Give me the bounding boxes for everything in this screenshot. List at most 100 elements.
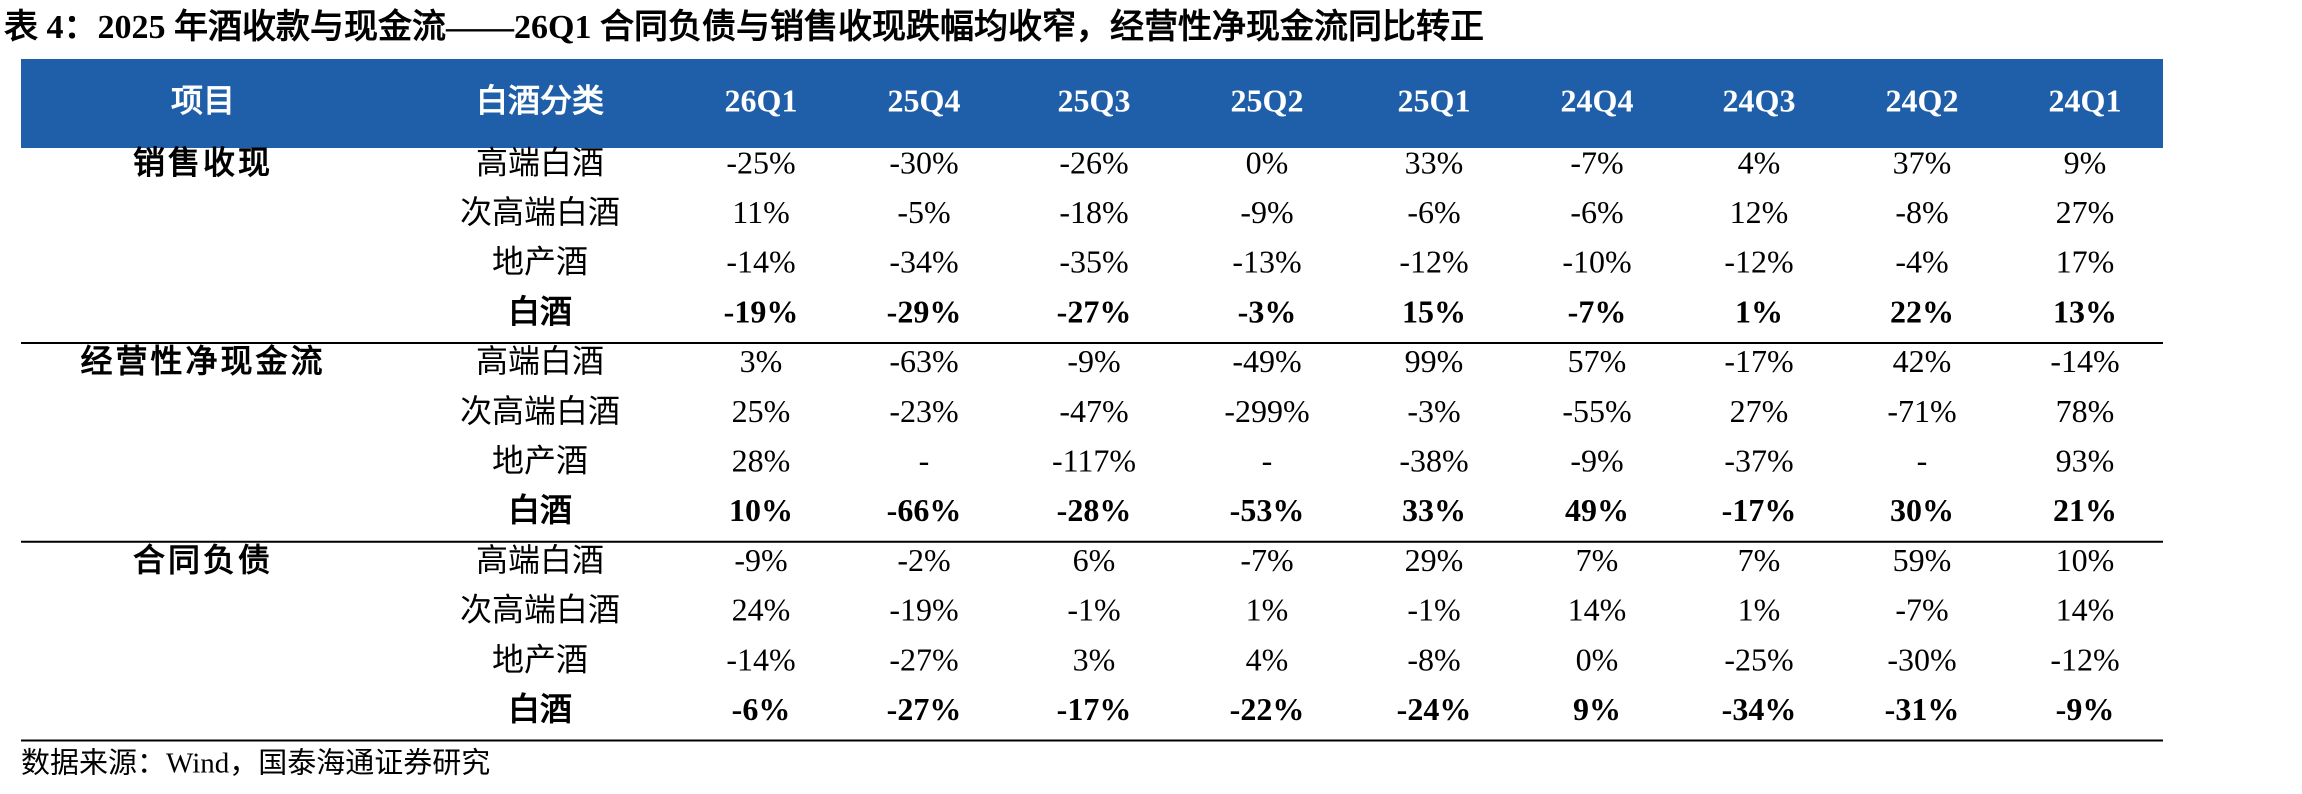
cell-value: 57% [1568, 343, 1627, 379]
cell-value: 37% [1893, 144, 1952, 180]
cell-value: 22% [1890, 293, 1954, 329]
column-header: 25Q4 [888, 82, 961, 118]
cell-value: -7% [1895, 592, 1948, 628]
cell-value: -27% [887, 691, 962, 727]
row-category: 次高端白酒 [460, 592, 620, 628]
cell-value: -17% [1724, 343, 1793, 379]
cell-value: -31% [1885, 691, 1960, 727]
cell-value: 3% [740, 343, 783, 379]
column-header: 26Q1 [725, 82, 798, 118]
cell-value: - [919, 443, 930, 479]
cell-value: -12% [1724, 244, 1793, 280]
cell-value: 1% [1735, 293, 1783, 329]
cell-value: -47% [1059, 393, 1128, 429]
cell-value: 21% [2053, 492, 2117, 528]
cell-value: -8% [1407, 641, 1460, 677]
cell-value: 27% [2056, 194, 2115, 230]
cell-value: -12% [2050, 641, 2119, 677]
cell-value: -22% [1230, 691, 1305, 727]
cell-value: -34% [1722, 691, 1797, 727]
cell-value: 11% [732, 194, 789, 230]
cell-value: 59% [1893, 542, 1952, 578]
column-header: 25Q2 [1231, 82, 1304, 118]
column-header: 项目 [171, 82, 235, 118]
cell-value: 27% [1730, 393, 1789, 429]
cell-value: -1% [1067, 592, 1120, 628]
cell-value: 14% [2056, 592, 2115, 628]
title: 表 4：2025 年酒收款与现金流——26Q1 合同负债与销售收现跌幅均收窄，经… [4, 7, 1484, 46]
cell-value: -17% [1057, 691, 1132, 727]
header-band [21, 59, 2163, 148]
cell-value: 0% [1246, 144, 1289, 180]
cell-value: 33% [1405, 144, 1464, 180]
cell-value: -63% [889, 343, 958, 379]
cell-value: -53% [1230, 492, 1305, 528]
cell-value: 9% [2064, 144, 2107, 180]
column-header: 白酒分类 [476, 82, 604, 118]
cell-value: 4% [1246, 641, 1289, 677]
source: 数据来源：Wind，国泰海通证券研究 [21, 747, 490, 780]
cell-value: 0% [1576, 641, 1619, 677]
cell-value: 24% [732, 592, 791, 628]
cell-value: -7% [1568, 293, 1627, 329]
cell-value: -28% [1057, 492, 1132, 528]
cell-value: -29% [887, 293, 962, 329]
cell-value: -23% [889, 393, 958, 429]
cell-value: 9% [1573, 691, 1621, 727]
cell-value: -1% [1407, 592, 1460, 628]
row-category: 白酒 [508, 492, 572, 528]
cell-value: -10% [1562, 244, 1631, 280]
cell-value: -14% [2050, 343, 2119, 379]
cell-value: -5% [897, 194, 950, 230]
cell-value: -24% [1397, 691, 1472, 727]
cell-value: 1% [1738, 592, 1781, 628]
cell-value: -9% [1067, 343, 1120, 379]
cell-value: 17% [2056, 244, 2115, 280]
group-label: 经营性净现金流 [80, 343, 325, 379]
column-header: 24Q4 [1561, 82, 1634, 118]
cell-value: -9% [734, 542, 787, 578]
cell-value: -17% [1722, 492, 1797, 528]
cell-value: -34% [889, 244, 958, 280]
cell-value: -9% [2056, 691, 2115, 727]
row-category: 次高端白酒 [460, 393, 620, 429]
cell-value: -14% [726, 244, 795, 280]
cell-value: -55% [1562, 393, 1631, 429]
cell-value: -13% [1232, 244, 1301, 280]
cell-value: - [1917, 443, 1928, 479]
cell-value: -35% [1059, 244, 1128, 280]
cell-value: - [1262, 443, 1273, 479]
cell-value: 49% [1565, 492, 1629, 528]
group-label: 销售收现 [133, 144, 273, 180]
column-header: 25Q1 [1398, 82, 1471, 118]
cell-value: 10% [2056, 542, 2115, 578]
cell-value: -8% [1895, 194, 1948, 230]
cell-value: -66% [887, 492, 962, 528]
cell-value: 30% [1890, 492, 1954, 528]
cell-value: -27% [889, 641, 958, 677]
cell-value: -9% [1240, 194, 1293, 230]
row-category: 高端白酒 [476, 542, 604, 578]
cell-value: -30% [889, 144, 958, 180]
cell-value: 42% [1893, 343, 1952, 379]
row-category: 白酒 [508, 691, 572, 727]
cell-value: 14% [1568, 592, 1627, 628]
cell-value: -25% [726, 144, 795, 180]
column-header: 24Q2 [1886, 82, 1959, 118]
cell-value: -25% [1724, 641, 1793, 677]
cell-value: 15% [1402, 293, 1466, 329]
cell-value: 33% [1402, 492, 1466, 528]
cell-value: -19% [889, 592, 958, 628]
cell-value: 29% [1405, 542, 1464, 578]
cell-value: -27% [1057, 293, 1132, 329]
cell-value: -6% [1407, 194, 1460, 230]
cell-value: -37% [1724, 443, 1793, 479]
cell-value: 28% [732, 443, 791, 479]
row-category: 白酒 [508, 293, 572, 329]
cell-value: -7% [1570, 144, 1623, 180]
cell-value: -30% [1887, 641, 1956, 677]
row-category: 地产酒 [492, 244, 588, 280]
cell-value: 99% [1405, 343, 1464, 379]
